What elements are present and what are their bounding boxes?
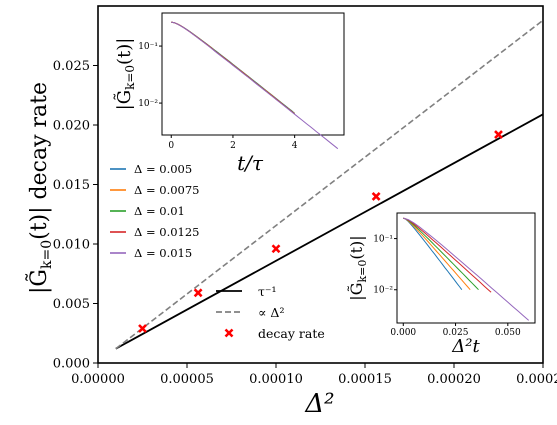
legend-label: decay rate: [258, 326, 325, 341]
legend-delta-label: Δ = 0.0125: [134, 225, 200, 239]
inset2-frame: [396, 212, 536, 324]
legend-delta-label: Δ = 0.005: [134, 162, 192, 176]
inset1-y-tick-label: 10⁻²: [138, 99, 158, 109]
main-y-axis-label: |G̃k=0(t)| decay rate: [26, 82, 55, 294]
inset2-curve: [403, 217, 463, 291]
x-tick-label: 0.00005: [160, 372, 214, 387]
inset2-x-tick-label: 0.025: [443, 328, 469, 338]
main-x-axis-label: Δ²: [304, 389, 334, 419]
legend-delta: Δ = 0.005 Δ = 0.0075 Δ = 0.01 Δ = 0.0125 Δ =…: [110, 162, 200, 260]
inset2-plot: 0.000 0.025 0.050 10⁻² 10⁻¹: [373, 217, 530, 338]
y-tick-label: 0.020: [53, 119, 90, 134]
decay-rate-marker: [371, 191, 381, 201]
legend-main: τ⁻¹ ∝ Δ² decay rate: [216, 284, 325, 341]
decay-rate-marker: [271, 244, 281, 254]
legend-label: ∝ Δ²: [258, 305, 284, 320]
inset1-plot: 0 2 4 10⁻² 10⁻¹: [138, 21, 339, 151]
x-tick-label: 0.00020: [427, 372, 481, 387]
inset2-x-axis-label: Δ²t: [451, 336, 480, 357]
inset1-y-axis-label: |G̃k=0(t)|: [113, 38, 137, 111]
inset1-curve: [171, 21, 339, 150]
inset2-curve: [403, 217, 492, 293]
y-tick-label: 0.015: [53, 178, 90, 193]
y-tick-label: 0.010: [53, 238, 90, 253]
inset1-x-tick-label: 2: [230, 141, 236, 151]
legend-marker-decay-rate: [224, 328, 234, 338]
inverse-tau-line: [115, 113, 544, 350]
legend-label: τ⁻¹: [258, 284, 277, 299]
main-axes-ticks: 0.00000 0.00005 0.00010 0.00015 0.00020 0.000…: [53, 59, 557, 387]
inset2-y-tick-label: 10⁻²: [373, 286, 393, 296]
inset2-x-tick-label: 0.050: [495, 328, 521, 338]
inset1-y-tick-label: 10⁻¹: [138, 42, 158, 52]
x-tick-label: 0.00025: [516, 372, 557, 387]
legend-delta-label: Δ = 0.015: [134, 246, 192, 260]
x-tick-label: 0.00010: [249, 372, 303, 387]
legend-delta-label: Δ = 0.0075: [134, 183, 200, 197]
inset1-x-tick-label: 4: [292, 141, 298, 151]
inset2-y-tick-label: 10⁻¹: [373, 235, 393, 245]
decay-rate-marker: [494, 130, 503, 139]
y-tick-label: 0.000: [53, 357, 90, 372]
y-tick-label: 0.025: [53, 59, 90, 74]
x-tick-label: 0.00015: [338, 372, 392, 387]
y-tick-label: 0.005: [53, 297, 90, 312]
inset1-x-axis-label: t/τ: [237, 151, 264, 175]
legend-delta-label: Δ = 0.01: [134, 204, 185, 218]
inset2-curve: [403, 217, 530, 321]
decay-rate-marker: [193, 288, 203, 298]
inset1-x-tick-label: 0: [168, 141, 174, 151]
main-series: [115, 19, 544, 350]
decay-rate-marker: [138, 324, 147, 333]
inset2-y-axis-label: |G̃k=0(t)|: [347, 235, 369, 300]
inset2-curve: [403, 217, 471, 291]
x-tick-label: 0.00000: [71, 372, 125, 387]
inset2-curve: [403, 217, 479, 291]
inset2-x-tick-label: 0.000: [390, 328, 416, 338]
